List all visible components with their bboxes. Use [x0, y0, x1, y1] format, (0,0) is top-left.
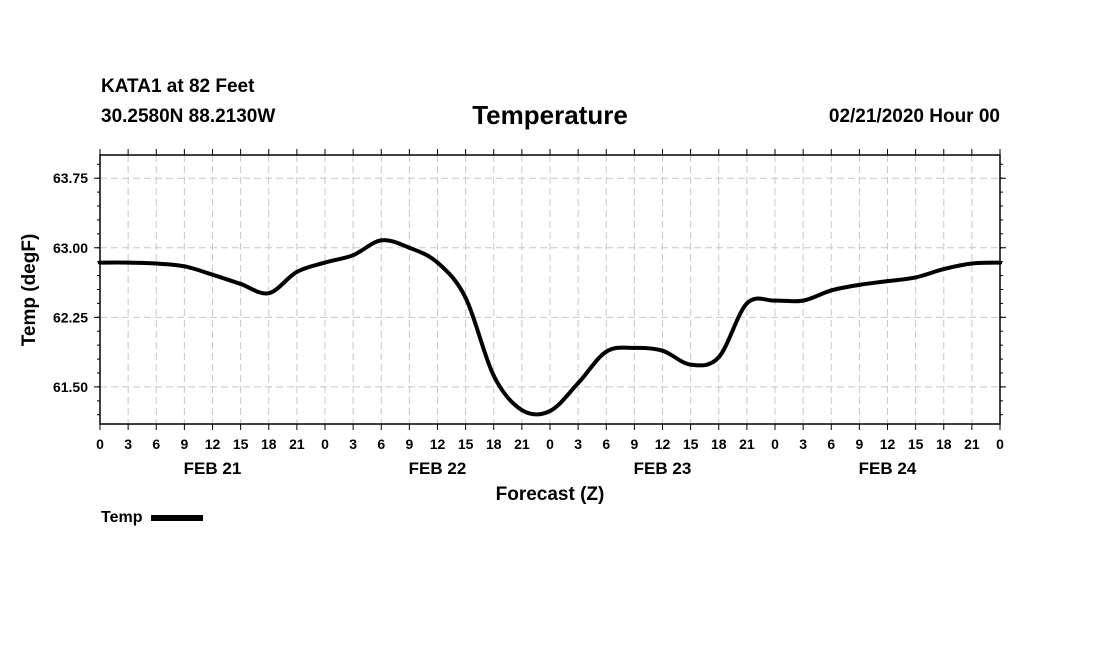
chart-title: Temperature — [472, 100, 628, 130]
x-tick-labels: 0 3 6 9 12 15 18 21 0 3 6 9 12 15 18 21 0 3 6 9 12 15 18 21 0 3 6 9… — [96, 436, 1004, 452]
data-point-temp — [688, 362, 693, 367]
forecast-date: 02/21/2020 Hour 00 — [828, 106, 1000, 127]
data-point-temp — [435, 260, 440, 265]
data-point-temp — [519, 408, 524, 413]
x-tick-label: 3 — [574, 436, 582, 452]
x-tick-label: 3 — [799, 436, 807, 452]
day-label: FEB 21 — [184, 459, 242, 478]
x-tick-label: 12 — [205, 436, 221, 452]
data-point-temp — [351, 253, 356, 258]
x-tick-label: 6 — [602, 436, 610, 452]
x-tick-label: 21 — [739, 436, 755, 452]
data-point-temp — [857, 282, 862, 287]
x-tick-label: 15 — [908, 436, 924, 452]
x-tick-label: 6 — [152, 436, 160, 452]
data-point-temp — [969, 261, 974, 266]
x-tick-label: 9 — [405, 436, 413, 452]
x-tick-label: 12 — [655, 436, 671, 452]
data-point-temp — [744, 301, 749, 306]
x-tick-label: 21 — [289, 436, 305, 452]
x-tick-label: 9 — [180, 436, 188, 452]
data-point-temp — [885, 279, 890, 284]
legend-swatch-temp — [151, 515, 204, 521]
x-tick-label: 9 — [855, 436, 863, 452]
data-point-temp — [266, 291, 271, 296]
data-point-temp — [323, 260, 327, 265]
y-axis-label: Temp (degF) — [19, 234, 40, 347]
data-point-temp — [126, 260, 131, 265]
data-point-temp — [632, 345, 637, 350]
data-point-temp — [660, 348, 665, 353]
y-tick-label: 61.50 — [53, 379, 88, 395]
x-tick-label: 21 — [514, 436, 530, 452]
data-point-temp — [829, 288, 834, 293]
x-tick-label: 6 — [377, 436, 385, 452]
data-point-temp — [182, 264, 187, 269]
data-point-temp — [801, 298, 806, 303]
series-layer — [98, 238, 1002, 417]
x-tick-label: 6 — [827, 436, 835, 452]
day-label: FEB 24 — [859, 459, 917, 478]
data-point-temp — [773, 298, 777, 303]
legend: Temp — [101, 509, 204, 527]
station-coordinates: 30.2580N 88.2130W — [101, 106, 276, 127]
x-tick-label: 15 — [683, 436, 699, 452]
data-point-temp — [941, 267, 946, 272]
x-tick-label: 3 — [349, 436, 357, 452]
data-point-temp — [154, 261, 159, 266]
data-point-temp — [604, 349, 609, 354]
data-point-temp — [210, 272, 215, 277]
data-point-temp — [548, 409, 552, 414]
day-label: FEB 22 — [409, 459, 467, 478]
data-point-temp — [463, 295, 468, 300]
data-point-temp — [238, 281, 243, 286]
x-tick-label: 12 — [880, 436, 896, 452]
data-point-temp — [491, 373, 496, 378]
x-tick-label: 18 — [261, 436, 277, 452]
x-tick-label: 21 — [964, 436, 980, 452]
data-point-temp — [913, 275, 918, 280]
y-tick-label: 62.25 — [53, 309, 88, 325]
x-tick-label: 0 — [321, 436, 329, 452]
plot-frame — [99, 154, 1001, 425]
x-tick-label: 18 — [486, 436, 502, 452]
x-tick-label: 0 — [996, 436, 1004, 452]
x-tick-label: 9 — [630, 436, 638, 452]
day-labels: FEB 21 FEB 22 FEB 23 FEB 24 — [184, 459, 917, 478]
data-point-temp — [576, 381, 581, 386]
data-point-temp — [716, 355, 721, 360]
day-label: FEB 23 — [634, 459, 692, 478]
grid-lines — [100, 155, 1000, 424]
x-tick-label: 0 — [96, 436, 104, 452]
x-tick-label: 0 — [546, 436, 554, 452]
x-tick-label: 15 — [458, 436, 474, 452]
x-tick-label: 12 — [430, 436, 446, 452]
x-tick-label: 18 — [936, 436, 952, 452]
data-point-temp — [379, 238, 384, 243]
x-axis-label: Forecast (Z) — [496, 484, 605, 505]
x-tick-label: 0 — [771, 436, 779, 452]
legend-label-temp: Temp — [101, 509, 143, 526]
x-tick-label: 3 — [124, 436, 132, 452]
y-tick-label: 63.00 — [53, 240, 88, 256]
station-name: KATA1 at 82 Feet — [101, 76, 255, 97]
y-tick-label: 63.75 — [53, 170, 88, 186]
data-point-temp — [407, 245, 412, 250]
x-tick-label: 15 — [233, 436, 249, 452]
y-tick-labels: 61.50 62.25 63.00 63.75 — [53, 170, 88, 395]
x-tick-label: 18 — [711, 436, 727, 452]
data-point-temp — [294, 269, 299, 274]
